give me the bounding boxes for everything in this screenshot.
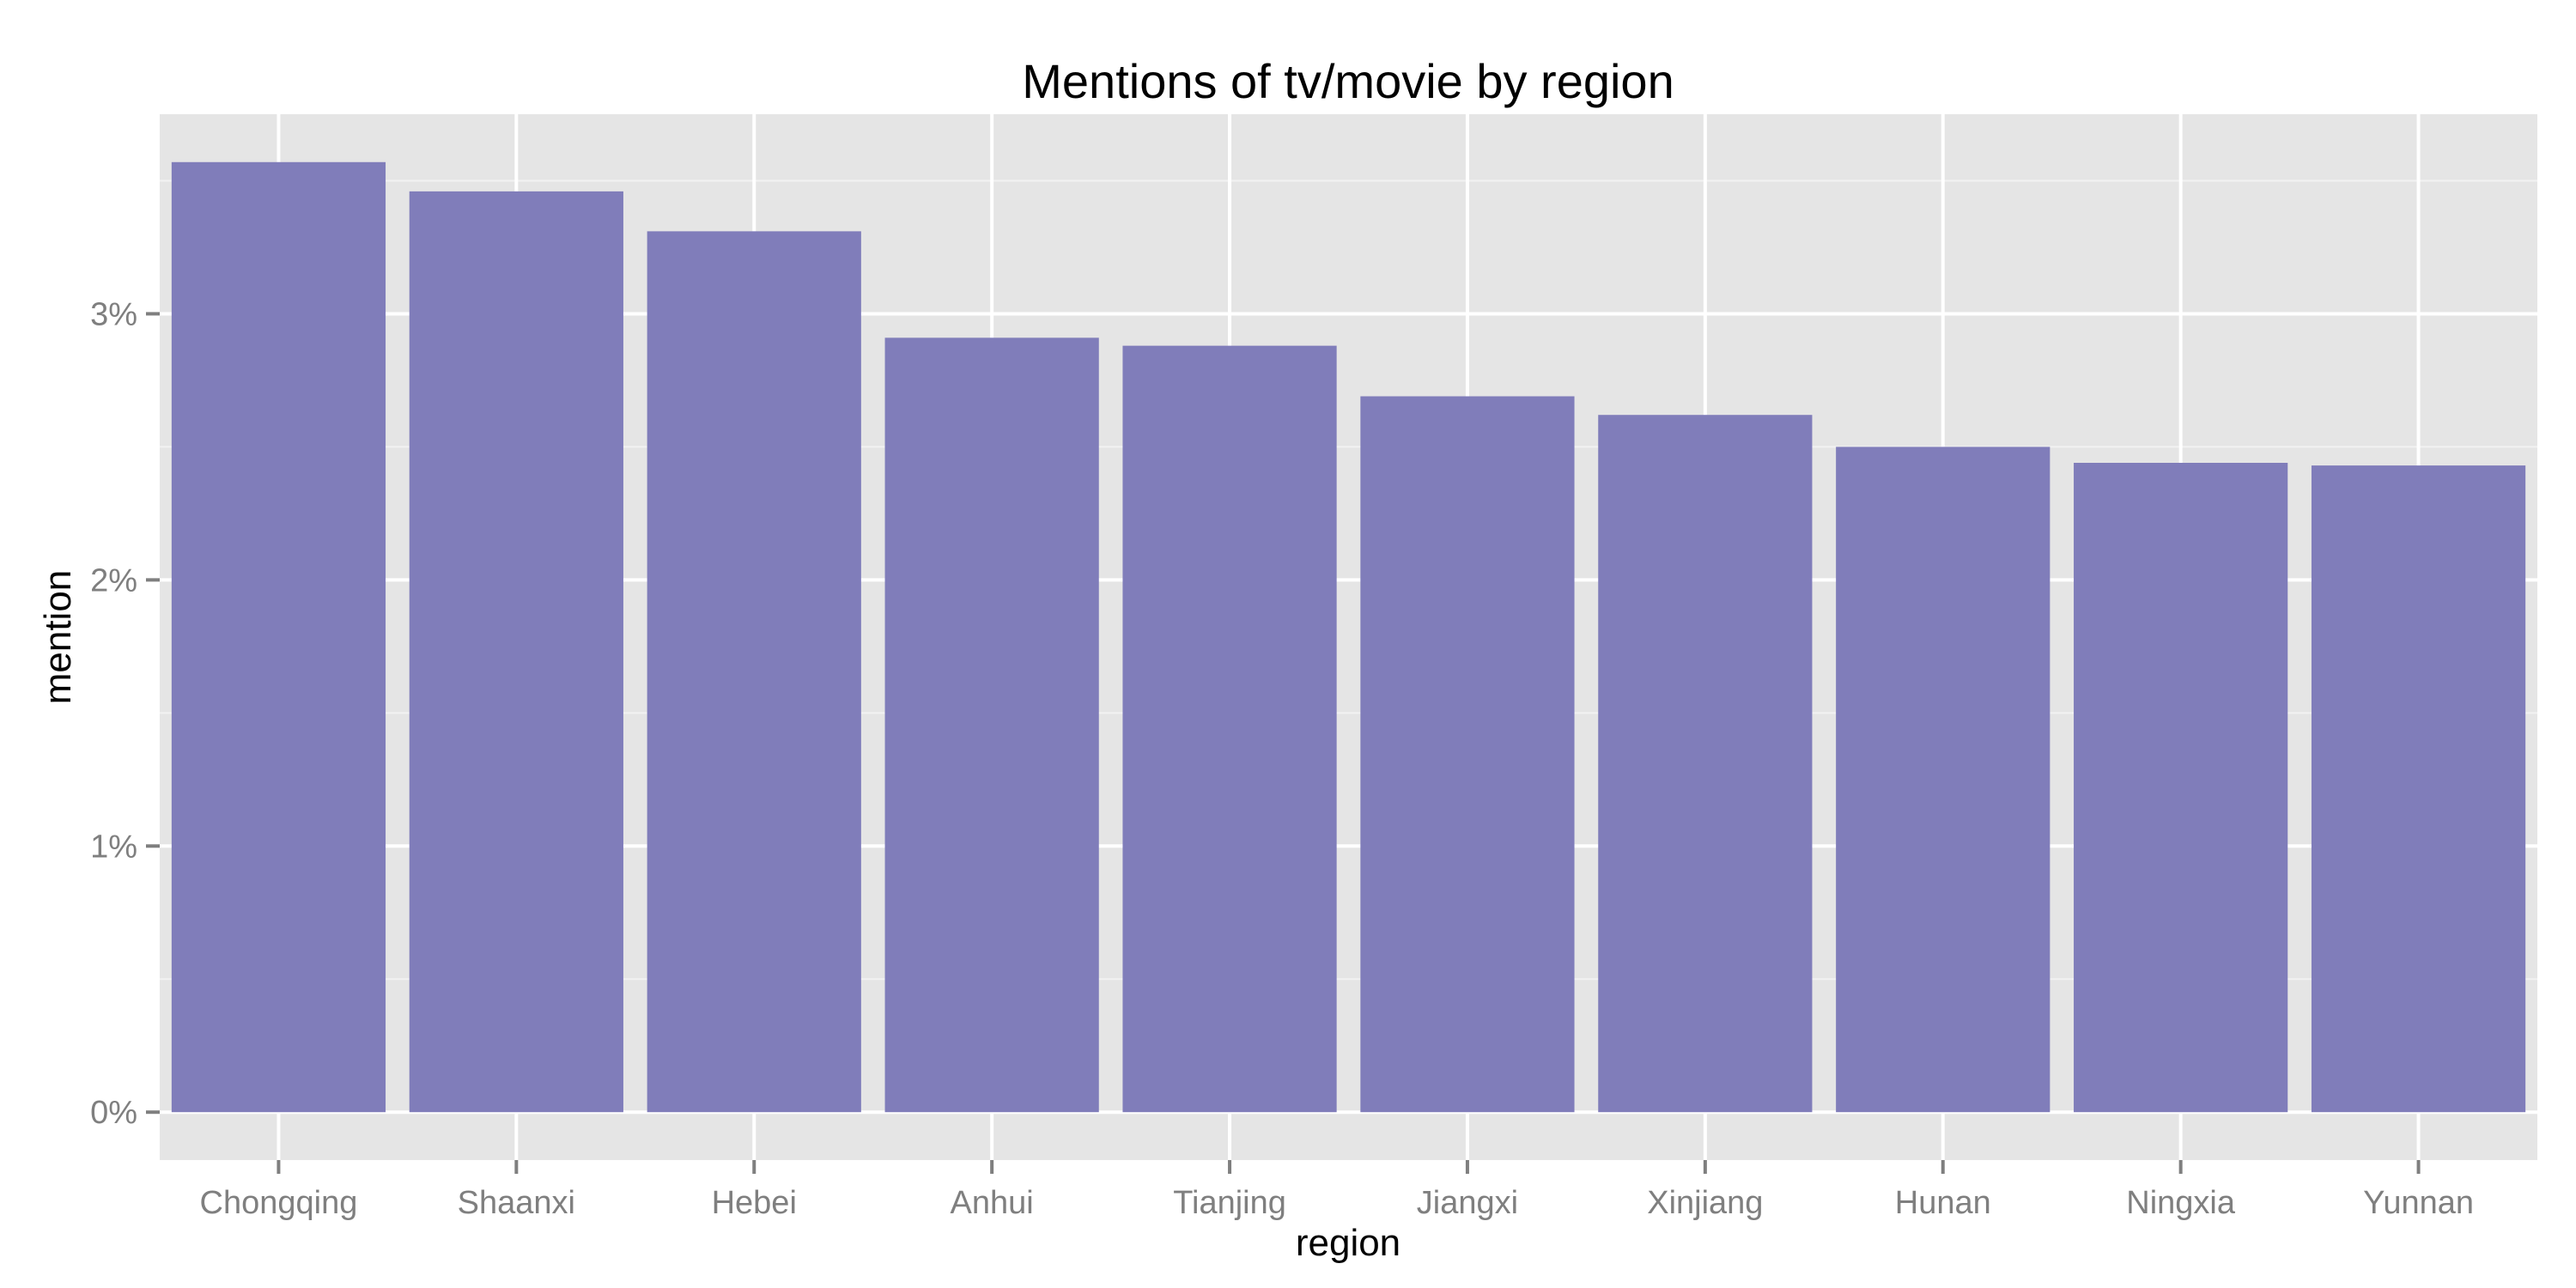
x-axis-title: region (1296, 1222, 1400, 1264)
x-tick-label: Xinjiang (1647, 1185, 1763, 1221)
bar-hunan (1836, 447, 2050, 1113)
bar-ningxia (2074, 463, 2288, 1113)
y-axis-title: mention (37, 570, 79, 705)
bar-anhui (884, 337, 1099, 1113)
bar-jiangxi (1360, 396, 1575, 1113)
bar-hebei (647, 231, 861, 1113)
x-tick-label: Hunan (1895, 1185, 1991, 1221)
x-tick-label: Chongqing (200, 1185, 358, 1221)
y-tick-label: 1% (90, 829, 137, 865)
x-tick-label: Jiangxi (1417, 1185, 1518, 1221)
y-axis: 0% 1% 2% 3% (90, 296, 160, 1131)
y-tick-label: 3% (90, 296, 137, 332)
chart-title: Mentions of tv/movie by region (1022, 54, 1674, 108)
x-tick-label: Shaanxi (458, 1185, 575, 1221)
x-tick-label: Anhui (951, 1185, 1034, 1221)
bars (171, 161, 2526, 1113)
x-tick-label: Tianjing (1173, 1185, 1286, 1221)
bar-shaanxi (409, 191, 623, 1113)
bar-chongqing (171, 161, 386, 1113)
bar-yunnan (2311, 465, 2526, 1113)
y-tick-label: 0% (90, 1095, 137, 1131)
x-tick-label: Hebei (712, 1185, 797, 1221)
x-tick-label: Yunnan (2363, 1185, 2474, 1221)
bar-xinjiang (1598, 415, 1813, 1113)
bar-tianjing (1122, 345, 1337, 1113)
x-axis: Chongqing Shaanxi Hebei Anhui Tianjing Jiangx… (200, 1160, 2474, 1221)
y-tick-label: 2% (90, 562, 137, 598)
x-tick-label: Ningxia (2126, 1185, 2236, 1221)
